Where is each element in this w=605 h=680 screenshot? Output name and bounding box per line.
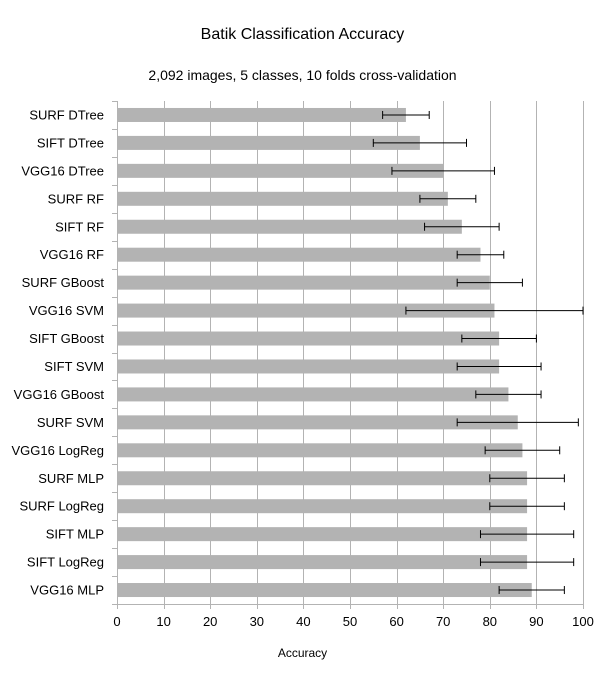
category-label: SIFT LogReg: [27, 555, 104, 570]
category-label: SURF RF: [48, 191, 104, 206]
category-label: SIFT MLP: [46, 527, 104, 542]
category-label: SIFT SVM: [44, 359, 104, 374]
bar: [117, 583, 532, 598]
error-bar: [456, 250, 505, 259]
bar: [117, 303, 495, 318]
error-bar: [372, 138, 467, 147]
error-bar: [456, 418, 579, 427]
chart-title: Batik Classification Accuracy: [201, 26, 405, 43]
x-tick-label: 60: [389, 614, 403, 629]
bars: [117, 107, 532, 598]
x-tick-label: 20: [203, 614, 217, 629]
category-label: SIFT GBoost: [29, 331, 104, 346]
category-label: SURF SVM: [37, 415, 104, 430]
bar: [117, 387, 509, 402]
x-tick-label: 100: [572, 614, 594, 629]
error-bar: [382, 110, 430, 119]
labels: 0 10 20 30 40 50 60 70 80 90 100 SURF DTree SIFT DTr…: [11, 107, 593, 629]
category-label: VGG16 GBoost: [14, 387, 105, 402]
category-label: VGG16 RF: [40, 247, 104, 262]
gridlines: [164, 101, 584, 604]
bar: [117, 219, 462, 234]
error-bars: [372, 110, 584, 595]
bar: [117, 107, 406, 122]
error-bar: [475, 390, 542, 399]
error-bar: [484, 446, 561, 455]
x-tick-label: 30: [250, 614, 264, 629]
bar: [117, 499, 528, 514]
x-tick-label: 0: [113, 614, 120, 629]
error-bar: [405, 306, 584, 315]
bar: [117, 443, 523, 458]
category-label: SURF GBoost: [22, 275, 105, 290]
bar: [117, 331, 500, 346]
axes: [112, 101, 584, 609]
x-tick-label: 50: [343, 614, 357, 629]
x-tick-label: 40: [296, 614, 310, 629]
category-label: VGG16 DTree: [21, 163, 104, 178]
category-label: SURF LogReg: [19, 499, 104, 514]
bar: [117, 415, 518, 430]
bar: [117, 471, 528, 486]
error-bar: [391, 166, 495, 175]
category-label: VGG16 SVM: [29, 303, 104, 318]
category-label: SURF MLP: [38, 471, 104, 486]
category-label: SURF DTree: [29, 107, 104, 122]
x-tick-label: 80: [483, 614, 497, 629]
error-bar: [489, 474, 565, 483]
bar: [117, 555, 528, 570]
bar: [117, 359, 500, 374]
x-axis-title: Accuracy: [278, 646, 327, 660]
error-bar: [424, 222, 500, 231]
bar: [117, 163, 444, 178]
error-bar: [456, 362, 542, 371]
x-tick-label: 90: [529, 614, 543, 629]
bar: [117, 247, 481, 262]
bar: [117, 191, 448, 206]
category-label: SIFT RF: [55, 219, 104, 234]
error-bar: [489, 502, 565, 511]
bar: [117, 135, 420, 150]
x-tick-label: 70: [436, 614, 450, 629]
error-bar: [498, 586, 565, 595]
bar: [117, 275, 490, 290]
category-label: VGG16 MLP: [30, 583, 104, 598]
error-bar: [456, 278, 523, 287]
bar: [117, 527, 528, 542]
error-bar: [461, 334, 537, 343]
chart-subtitle: 2,092 images, 5 classes, 10 folds cross-…: [148, 67, 456, 83]
error-bar: [419, 194, 477, 203]
error-bar: [479, 530, 575, 539]
category-label: SIFT DTree: [37, 135, 104, 150]
category-label: VGG16 LogReg: [11, 443, 104, 458]
x-tick-label: 10: [156, 614, 170, 629]
error-bar: [479, 558, 575, 567]
